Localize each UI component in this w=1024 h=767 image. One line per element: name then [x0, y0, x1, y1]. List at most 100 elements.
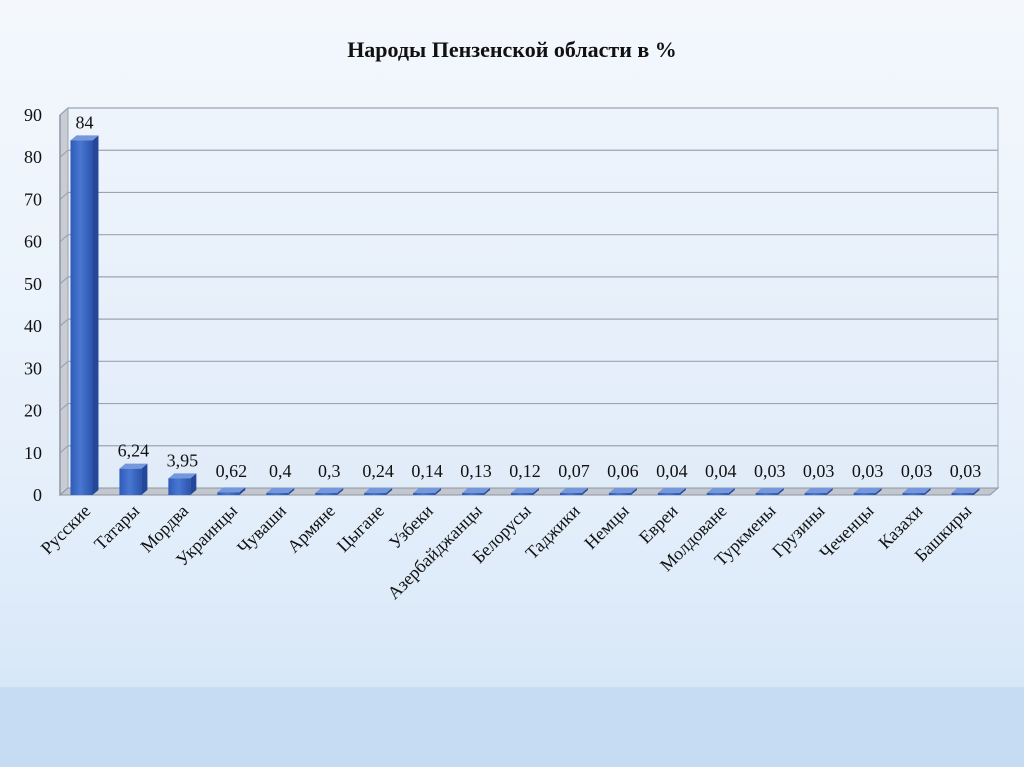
- data-label: 0,04: [705, 461, 737, 481]
- x-tick-label: Евреи: [635, 500, 682, 547]
- data-label: 3,95: [167, 450, 199, 470]
- y-tick-label: 10: [24, 443, 42, 463]
- bar-side: [435, 488, 442, 495]
- y-tick-label: 70: [24, 189, 42, 209]
- data-label: 84: [75, 112, 93, 132]
- bar-top: [706, 488, 735, 493]
- bar-front: [511, 493, 533, 495]
- bar-top: [168, 473, 197, 479]
- bar-side: [679, 488, 686, 495]
- bar-front: [168, 478, 191, 495]
- data-label: 0,06: [607, 461, 639, 481]
- data-label: 0,62: [216, 461, 248, 481]
- bar: [804, 488, 833, 495]
- bar-side: [484, 488, 491, 495]
- bar-side: [875, 488, 882, 495]
- gridline: [59, 276, 998, 285]
- bar: [951, 488, 980, 495]
- bar: [266, 488, 295, 495]
- bar-side: [533, 488, 539, 495]
- gridline: [59, 360, 998, 369]
- bar-top: [217, 487, 246, 493]
- data-label: 0,03: [901, 461, 933, 481]
- bar: [70, 135, 99, 496]
- bar-front: [217, 492, 240, 495]
- bar: [608, 488, 637, 495]
- gridline: [59, 402, 998, 412]
- bar: [413, 488, 442, 495]
- gridline: [59, 318, 998, 327]
- plot-back-wall: [67, 107, 999, 489]
- bar-side: [826, 488, 833, 495]
- bar-front: [804, 493, 827, 495]
- bar-front: [266, 493, 289, 495]
- bar: [853, 488, 882, 495]
- x-tick-label: Татары: [90, 501, 143, 554]
- bar-top: [462, 488, 491, 493]
- y-tick-label: 0: [33, 485, 42, 505]
- data-label: 0,12: [509, 461, 541, 481]
- gridline: [59, 191, 998, 200]
- bar-top: [657, 488, 686, 493]
- bar-front: [755, 493, 778, 495]
- bar-side: [386, 488, 393, 495]
- bar: [462, 488, 491, 495]
- bar-side: [337, 488, 344, 495]
- bar-front: [413, 493, 436, 495]
- bar-top: [559, 488, 588, 493]
- chart-title: Народы Пензенской области в %: [347, 37, 677, 62]
- bar: [217, 487, 246, 495]
- y-tick-label: 20: [24, 401, 42, 421]
- data-label: 0,04: [656, 461, 688, 481]
- bar-front: [70, 140, 93, 496]
- bar-top: [364, 488, 393, 493]
- bar: [559, 488, 588, 495]
- bar-front: [657, 493, 680, 495]
- data-label: 0,07: [558, 461, 590, 481]
- bar-top: [608, 488, 637, 493]
- bar: [315, 488, 344, 495]
- bar-front: [364, 493, 387, 495]
- bar-top: [315, 488, 344, 493]
- data-label: 0,03: [803, 461, 835, 481]
- x-tick-label: Русские: [37, 501, 95, 559]
- x-tick-label: Немцы: [580, 501, 632, 553]
- y-tick-label: 30: [24, 358, 42, 378]
- bar-side: [239, 487, 246, 495]
- bar-side: [190, 473, 197, 495]
- bar-top: [70, 135, 99, 141]
- data-label: 0,03: [852, 461, 884, 481]
- bar: [657, 488, 686, 495]
- bar-front: [706, 493, 729, 495]
- data-label: 0,03: [754, 461, 786, 481]
- data-label: 0,4: [269, 461, 292, 481]
- bar-side: [288, 488, 295, 495]
- y-tick-label: 40: [24, 316, 42, 336]
- bar-top: [266, 488, 295, 493]
- data-label: 6,24: [118, 441, 150, 461]
- bar: [364, 488, 393, 495]
- bar-side: [630, 488, 637, 495]
- bar-top: [951, 488, 980, 493]
- x-tick-label: Таджики: [521, 500, 584, 563]
- bar: [511, 488, 539, 495]
- x-tick-label: Цыгане: [333, 501, 388, 556]
- data-label: 0,13: [460, 461, 492, 481]
- bar: [119, 463, 148, 495]
- bar-front: [119, 468, 142, 495]
- bar-side: [92, 135, 99, 496]
- y-tick-label: 60: [24, 232, 42, 252]
- data-label: 0,03: [950, 461, 982, 481]
- bar-front: [951, 493, 974, 495]
- bar: [755, 488, 784, 495]
- data-label: 0,14: [411, 461, 443, 481]
- bar-top: [413, 488, 442, 493]
- data-label: 0,24: [362, 461, 394, 481]
- bar-side: [973, 488, 980, 495]
- gridline: [59, 149, 998, 158]
- bar-front: [853, 493, 876, 495]
- gridline: [59, 234, 998, 243]
- bar-top: [119, 463, 148, 469]
- bar-front: [902, 493, 925, 495]
